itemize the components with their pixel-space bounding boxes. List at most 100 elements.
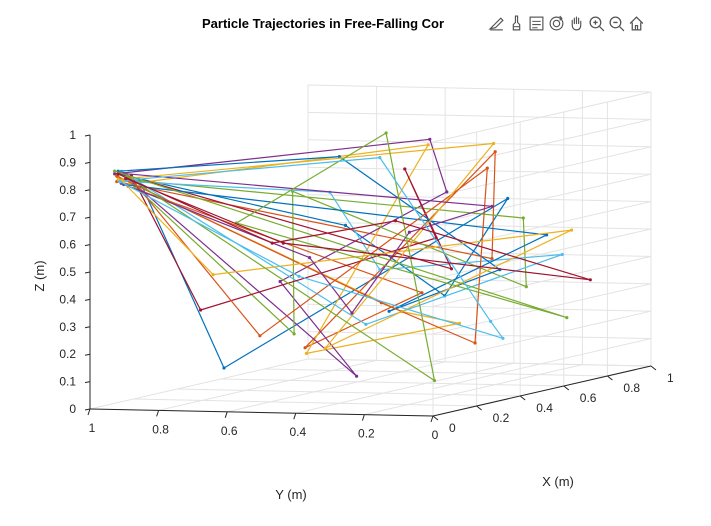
grid-line	[432, 310, 652, 362]
pan-button[interactable]	[566, 12, 586, 34]
trajectory-point[interactable]	[521, 216, 525, 220]
trajectory-point[interactable]	[569, 228, 574, 232]
grid-line	[307, 166, 652, 175]
trajectory-point[interactable]	[113, 172, 117, 176]
x-tick-mark	[563, 385, 570, 391]
trajectory-point[interactable]	[492, 141, 496, 146]
trajectory-line[interactable]	[118, 170, 563, 325]
trajectory-point[interactable]	[118, 180, 122, 184]
trajectory-point[interactable]	[378, 156, 382, 160]
trajectory-point[interactable]	[393, 219, 398, 223]
trajectory-point[interactable]	[473, 341, 477, 345]
trajectory-point[interactable]	[378, 268, 382, 272]
datatip-button[interactable]	[526, 12, 546, 34]
rotate-button[interactable]	[546, 12, 566, 34]
trajectory-point[interactable]	[457, 321, 462, 325]
trajectory-point[interactable]	[501, 336, 505, 340]
trajectory-line[interactable]	[117, 144, 461, 354]
z-tick-mark	[84, 326, 91, 329]
home-button[interactable]	[626, 12, 646, 34]
trajectory-point[interactable]	[343, 223, 348, 227]
x-axis-line	[432, 365, 652, 417]
export-button[interactable]	[486, 12, 506, 34]
trajectory-point[interactable]	[485, 166, 489, 170]
trajectory-point[interactable]	[565, 316, 569, 320]
trajectory-point[interactable]	[355, 374, 359, 378]
trajectory-point[interactable]	[387, 309, 391, 313]
trajectory-line[interactable]	[117, 173, 591, 281]
trajectory-point[interactable]	[258, 334, 262, 338]
trajectory-point[interactable]	[432, 379, 437, 383]
trajectory-line[interactable]	[114, 132, 568, 382]
trajectory-point[interactable]	[323, 346, 327, 350]
z-tick-mark	[84, 381, 91, 384]
trajectory-point[interactable]	[489, 319, 493, 323]
trajectory-line[interactable]	[116, 151, 496, 349]
trajectory-line[interactable]	[116, 167, 488, 344]
trajectory-line[interactable]	[117, 173, 509, 369]
trajectory-point[interactable]	[297, 274, 301, 278]
trajectory-point[interactable]	[116, 172, 120, 176]
trajectory-point[interactable]	[445, 190, 449, 194]
plot-area[interactable]	[113, 131, 592, 383]
trajectory-point[interactable]	[560, 252, 564, 257]
trajectory-point[interactable]	[420, 291, 424, 295]
trajectory-point[interactable]	[124, 176, 128, 181]
trajectory-point[interactable]	[292, 332, 296, 336]
brush-button[interactable]	[506, 12, 526, 34]
trajectory-point[interactable]	[222, 366, 226, 370]
trajectory-point[interactable]	[281, 241, 285, 245]
trajectory-point[interactable]	[545, 233, 549, 237]
y-tick-mark	[430, 415, 434, 423]
z-tick-mark	[84, 216, 91, 219]
grid-line	[432, 146, 652, 198]
trajectory-point[interactable]	[337, 155, 341, 159]
pan-icon	[571, 16, 581, 30]
trajectory-point[interactable]	[113, 169, 117, 173]
trajectory-point[interactable]	[490, 257, 494, 261]
trajectory-point[interactable]	[350, 311, 354, 315]
x-tick-label: 0.8	[623, 381, 640, 395]
trajectory-point[interactable]	[278, 279, 282, 284]
y-tick-label: 0.8	[152, 422, 169, 436]
trajectory-point[interactable]	[403, 167, 407, 171]
trajectory-line[interactable]	[114, 138, 448, 377]
trajectory-point[interactable]	[428, 137, 432, 141]
trajectory-point[interactable]	[384, 131, 388, 135]
x-tick-mark	[607, 375, 613, 381]
zoom-out-button[interactable]	[606, 12, 626, 34]
trajectory-point[interactable]	[270, 241, 274, 245]
trajectory-point[interactable]	[211, 273, 215, 277]
trajectory-point[interactable]	[449, 267, 454, 271]
z-axis-label: Z (m)	[32, 260, 47, 291]
trajectory-line[interactable]	[118, 142, 573, 349]
zoom-in-button[interactable]	[586, 12, 606, 34]
trajectory-point[interactable]	[364, 322, 368, 326]
z-tick-label: 0	[69, 402, 76, 416]
y-tick-label: 0.2	[358, 427, 375, 441]
trajectory-point[interactable]	[524, 285, 528, 289]
trajectory-line[interactable]	[120, 168, 453, 311]
trajectory-line[interactable]	[119, 157, 504, 339]
trajectory-point[interactable]	[493, 150, 497, 154]
z-tick-label: 0.7	[59, 210, 76, 224]
grid-line	[307, 221, 652, 230]
x-tick-mark	[432, 415, 439, 421]
trajectory-point[interactable]	[308, 256, 312, 260]
trajectory-point[interactable]	[303, 346, 307, 350]
x-tick-label: 1	[667, 371, 674, 385]
z-tick-label: 0.1	[59, 375, 76, 389]
trajectory-point[interactable]	[426, 143, 430, 147]
trajectory-point[interactable]	[490, 204, 494, 208]
grid-line	[432, 255, 652, 307]
trajectory-point[interactable]	[407, 230, 411, 234]
trajectory-point[interactable]	[199, 308, 203, 312]
trajectory-point[interactable]	[304, 351, 309, 355]
trajectory-line[interactable]	[120, 172, 493, 314]
trajectory-point[interactable]	[588, 278, 592, 282]
trajectory-line[interactable]	[120, 178, 527, 335]
grid-line	[432, 283, 652, 335]
trajectory-point[interactable]	[506, 196, 510, 201]
trajectory-point[interactable]	[116, 177, 120, 181]
